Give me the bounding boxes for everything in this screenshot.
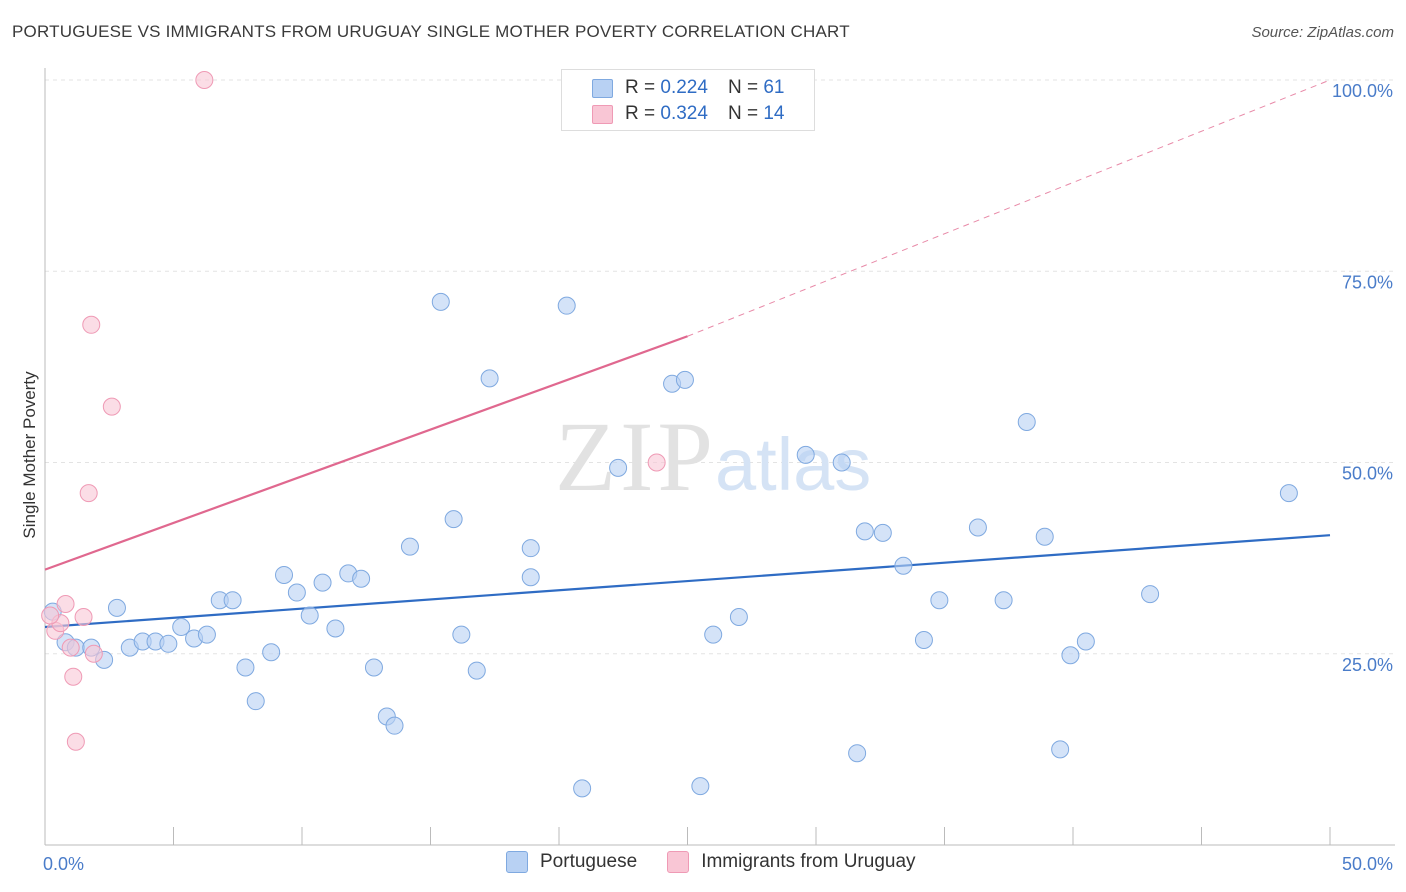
point-portuguese bbox=[894, 556, 913, 575]
point-portuguese bbox=[452, 625, 471, 644]
point-portuguese bbox=[796, 445, 815, 464]
point-portuguese bbox=[262, 643, 281, 662]
point-uruguay bbox=[41, 606, 60, 625]
point-portuguese bbox=[159, 634, 178, 653]
legend-row-uruguay: R = 0.324 N = 14 bbox=[562, 101, 784, 127]
point-uruguay bbox=[195, 71, 214, 89]
point-uruguay bbox=[56, 595, 75, 614]
point-portuguese bbox=[352, 569, 371, 588]
stats-legend: R = 0.224 N = 61 R = 0.324 N = 14 bbox=[561, 69, 815, 131]
trend-extension-uruguay bbox=[687, 79, 1331, 337]
point-portuguese bbox=[287, 583, 306, 602]
legend-label-uruguay: Immigrants from Uruguay bbox=[701, 851, 916, 872]
y-tick-label: 50.0% bbox=[1342, 464, 1393, 484]
point-uruguay bbox=[74, 608, 93, 627]
point-portuguese bbox=[930, 591, 949, 610]
point-portuguese bbox=[246, 692, 265, 711]
chart-title: PORTUGUESE VS IMMIGRANTS FROM URUGUAY SI… bbox=[12, 22, 850, 41]
point-portuguese bbox=[704, 625, 723, 644]
point-portuguese bbox=[573, 779, 592, 798]
trend-lines bbox=[44, 79, 1331, 629]
point-portuguese bbox=[275, 565, 294, 584]
point-portuguese bbox=[968, 518, 987, 537]
point-portuguese bbox=[832, 453, 851, 472]
x-tick-label: 0.0% bbox=[43, 854, 84, 874]
point-portuguese bbox=[197, 625, 216, 644]
point-portuguese bbox=[1279, 484, 1298, 503]
trend-line-portuguese bbox=[44, 534, 1331, 629]
legend-swatch-uruguay bbox=[667, 851, 690, 873]
point-portuguese bbox=[691, 777, 710, 796]
point-portuguese bbox=[1061, 646, 1080, 665]
legend-r-label: R = bbox=[625, 77, 656, 98]
point-portuguese bbox=[326, 619, 345, 638]
axes bbox=[44, 68, 1395, 846]
y-tick-label: 25.0% bbox=[1342, 655, 1393, 675]
point-portuguese bbox=[172, 617, 191, 636]
tick-labels: 25.0% 50.0% 75.0% 100.0% 0.0% 50.0% bbox=[43, 81, 1393, 874]
y-axis-label: Single Mother Poverty bbox=[20, 371, 39, 539]
point-portuguese bbox=[675, 370, 694, 389]
point-portuguese bbox=[1017, 412, 1036, 431]
trend-line-uruguay bbox=[44, 335, 688, 571]
point-portuguese bbox=[609, 458, 628, 477]
data-points bbox=[41, 71, 1298, 798]
y-tick-label: 100.0% bbox=[1332, 81, 1393, 101]
point-portuguese bbox=[914, 630, 933, 649]
source-label: Source: ZipAtlas.com bbox=[1251, 24, 1394, 41]
point-portuguese bbox=[300, 606, 319, 625]
point-uruguay bbox=[82, 315, 101, 334]
point-portuguese bbox=[444, 510, 463, 529]
point-portuguese bbox=[855, 522, 874, 541]
point-uruguay bbox=[79, 484, 98, 503]
legend-swatch-uruguay bbox=[592, 104, 613, 124]
point-portuguese bbox=[236, 658, 255, 677]
point-portuguese bbox=[1141, 585, 1160, 604]
point-portuguese bbox=[873, 523, 892, 542]
point-portuguese bbox=[521, 539, 540, 558]
legend-n-value: 14 bbox=[763, 103, 785, 124]
point-portuguese bbox=[480, 369, 499, 388]
y-tick-label: 75.0% bbox=[1342, 272, 1393, 292]
legend-label-portuguese: Portuguese bbox=[540, 851, 638, 872]
point-uruguay bbox=[647, 453, 666, 472]
point-portuguese bbox=[467, 661, 486, 680]
point-portuguese bbox=[994, 591, 1013, 610]
legend-r-value: 0.324 bbox=[660, 103, 708, 124]
point-portuguese bbox=[729, 608, 748, 627]
legend-n-label: N = bbox=[727, 103, 759, 124]
watermark: ZIP atlas bbox=[555, 401, 871, 512]
point-portuguese bbox=[1076, 632, 1095, 651]
point-portuguese bbox=[313, 573, 332, 592]
series-legend: Portuguese Immigrants from Uruguay bbox=[506, 851, 916, 873]
legend-r-label: R = bbox=[625, 103, 656, 124]
point-uruguay bbox=[84, 644, 103, 663]
legend-n-value: 61 bbox=[763, 77, 785, 98]
legend-row-portuguese: R = 0.224 N = 61 bbox=[562, 75, 784, 101]
legend-swatch-portuguese bbox=[592, 78, 613, 98]
point-portuguese bbox=[848, 744, 867, 763]
point-uruguay bbox=[102, 397, 121, 416]
x-tick-label: 50.0% bbox=[1342, 854, 1393, 874]
point-uruguay bbox=[66, 732, 85, 751]
point-portuguese bbox=[557, 296, 576, 315]
point-uruguay bbox=[64, 667, 83, 686]
point-portuguese bbox=[385, 716, 404, 735]
point-portuguese bbox=[521, 568, 540, 587]
point-portuguese bbox=[107, 598, 126, 617]
grid-lines bbox=[45, 79, 1395, 655]
legend-r-value: 0.224 bbox=[660, 77, 708, 98]
point-uruguay bbox=[61, 638, 80, 657]
point-portuguese bbox=[1051, 740, 1070, 759]
point-portuguese bbox=[400, 537, 419, 556]
legend-swatch-portuguese bbox=[506, 851, 528, 873]
point-portuguese bbox=[364, 658, 383, 677]
watermark-zip: ZIP bbox=[555, 401, 717, 512]
legend-n-label: N = bbox=[727, 77, 759, 98]
point-portuguese bbox=[223, 591, 242, 610]
point-portuguese bbox=[1035, 527, 1054, 546]
point-portuguese bbox=[431, 292, 450, 311]
